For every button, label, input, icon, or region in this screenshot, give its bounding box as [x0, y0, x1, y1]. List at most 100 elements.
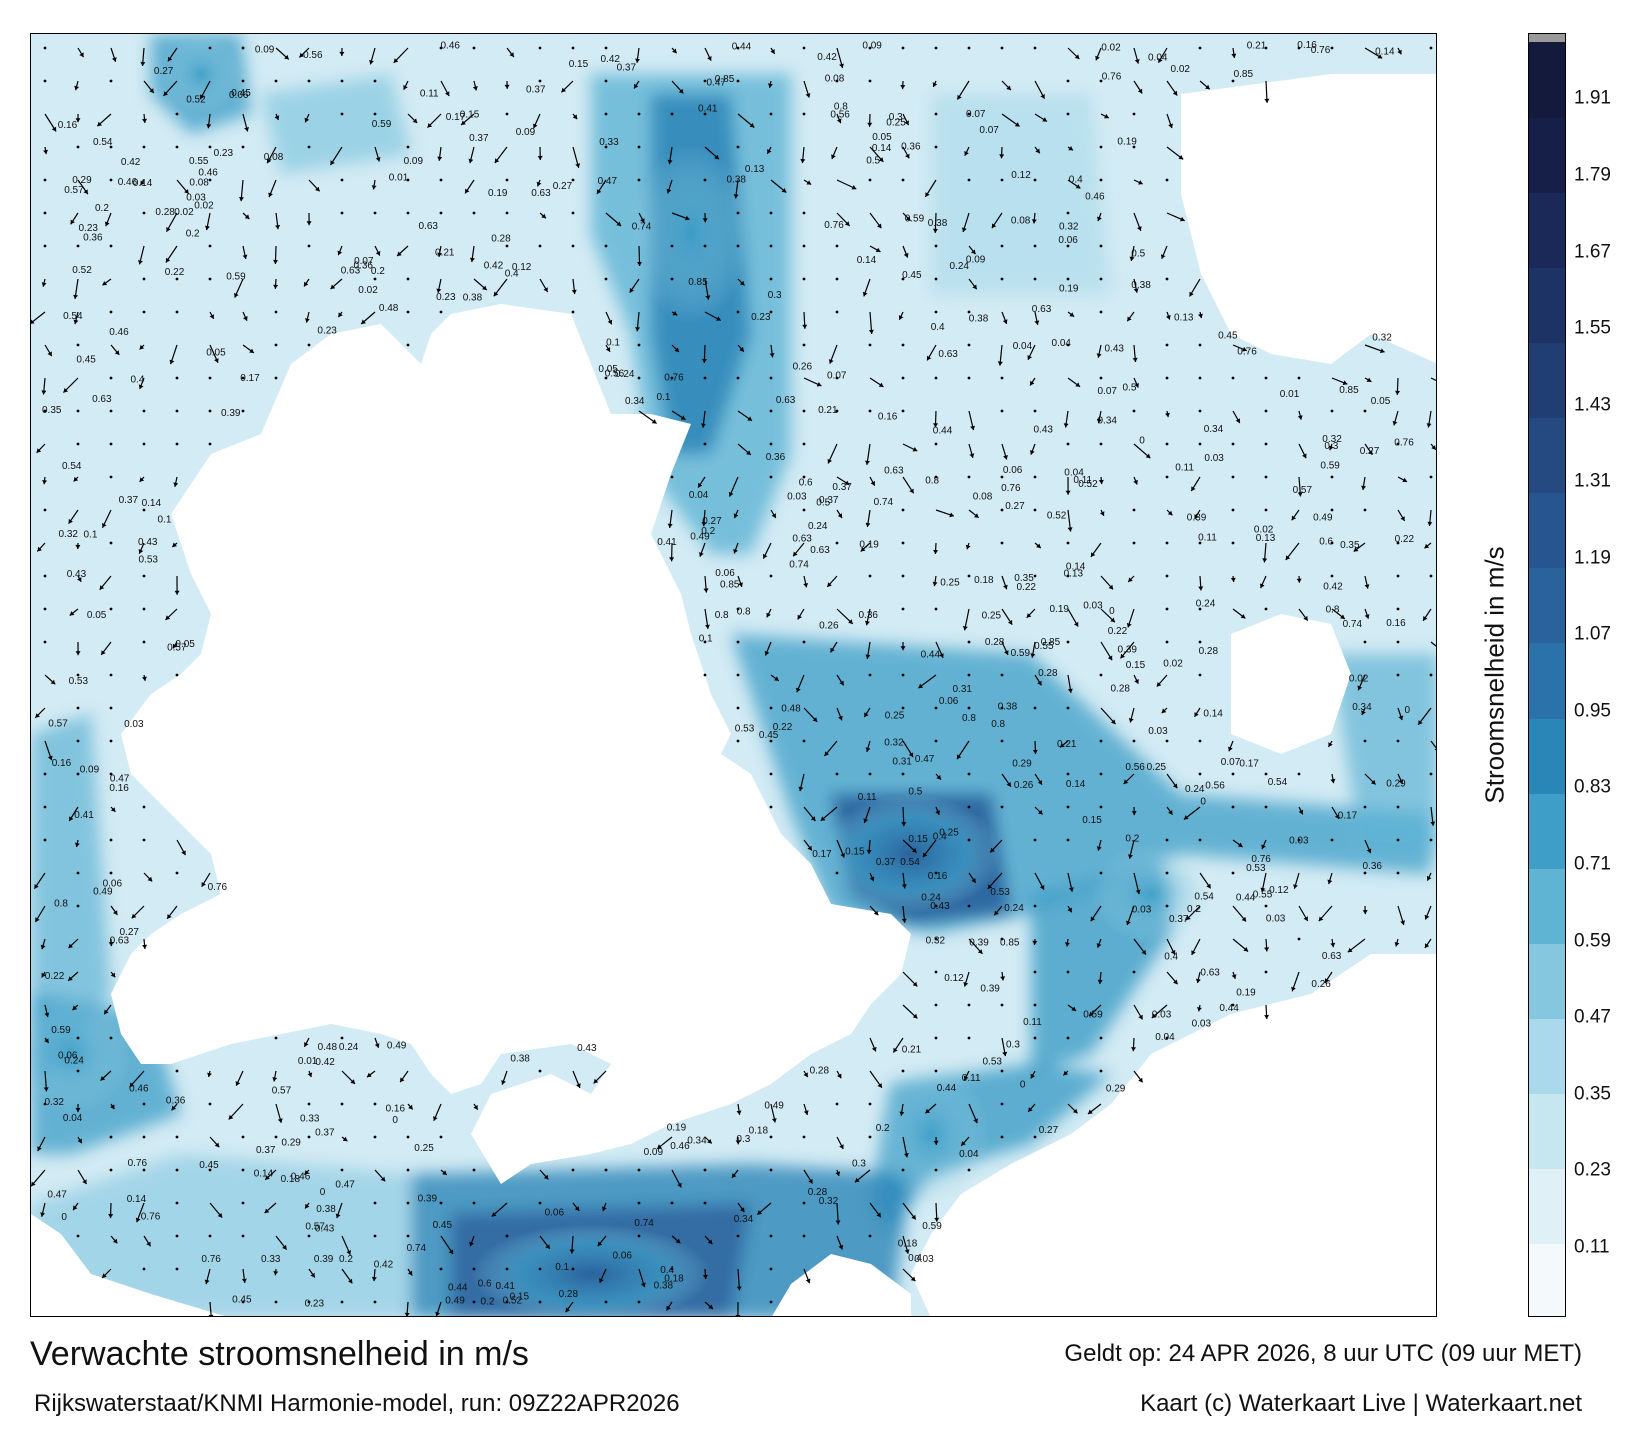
current-arrow — [206, 113, 212, 129]
current-arrow — [1099, 739, 1103, 743]
current-arrow — [44, 344, 53, 357]
current-arrow — [175, 1267, 179, 1271]
current-arrow — [967, 574, 971, 578]
current-arrow — [109, 310, 113, 314]
speed-label: 0.15 — [1126, 660, 1146, 671]
current-arrow — [768, 80, 773, 88]
speed-label: 0.03 — [186, 193, 206, 204]
current-arrow — [1132, 508, 1136, 512]
current-arrow — [303, 278, 310, 287]
current-arrow — [1133, 212, 1142, 232]
current-arrow — [1166, 212, 1185, 222]
current-arrow — [1165, 739, 1169, 743]
current-arrow — [109, 772, 113, 776]
current-arrow — [435, 1301, 442, 1316]
speed-label: 0.47 — [915, 754, 935, 765]
current-arrow — [304, 1202, 310, 1209]
speed-label: 0.11 — [1175, 462, 1194, 473]
current-arrow — [1131, 1037, 1136, 1052]
current-arrow — [1231, 1003, 1235, 1007]
speed-label: 0.63 — [1322, 951, 1342, 962]
current-arrow — [1099, 244, 1103, 248]
current-arrow — [75, 114, 81, 123]
current-arrow — [208, 178, 212, 182]
current-arrow — [1199, 80, 1211, 90]
current-arrow — [934, 1036, 938, 1040]
speed-label: 0.08 — [973, 491, 993, 502]
current-arrow — [869, 1070, 883, 1089]
current-arrow — [934, 244, 938, 248]
speed-label: 0.46 — [670, 1141, 690, 1152]
current-arrow — [369, 47, 376, 65]
current-arrow — [956, 80, 970, 100]
current-arrow — [373, 1102, 377, 1106]
current-arrow — [1166, 80, 1178, 96]
current-arrow — [165, 245, 178, 263]
current-arrow — [1000, 475, 1004, 479]
current-arrow — [264, 1169, 277, 1181]
current-arrow — [968, 245, 976, 255]
current-arrow — [703, 244, 707, 248]
current-arrow — [472, 80, 478, 91]
colorbar-segment — [1529, 867, 1565, 944]
current-arrow — [900, 641, 906, 651]
current-arrow — [637, 1201, 641, 1205]
current-arrow — [836, 608, 854, 625]
current-arrow — [76, 1234, 80, 1238]
current-arrow — [43, 607, 47, 611]
current-arrow — [1067, 311, 1075, 318]
current-arrow — [1264, 772, 1268, 776]
speed-label: 0.19 — [667, 1123, 687, 1134]
current-arrow — [901, 178, 905, 182]
current-arrow — [901, 541, 905, 545]
speed-label: 0.8 — [991, 719, 1005, 730]
current-arrow — [109, 475, 113, 479]
colorbar-segment — [1529, 342, 1565, 419]
speed-label: 0.01 — [1280, 389, 1300, 400]
current-arrow — [1198, 772, 1202, 776]
current-arrow — [736, 244, 740, 248]
current-arrow — [737, 575, 743, 588]
current-arrow — [1033, 409, 1037, 413]
current-arrow — [1165, 343, 1169, 347]
speed-label: 0.28 — [1038, 668, 1058, 679]
speed-label: 0.63 — [884, 466, 904, 477]
current-arrow — [1166, 146, 1184, 160]
current-arrow — [637, 1234, 641, 1238]
speed-label: 0.42 — [484, 260, 504, 271]
speed-label: 0.27 — [154, 66, 174, 77]
current-arrow — [967, 112, 971, 116]
current-arrow — [241, 1168, 245, 1172]
current-arrow — [493, 278, 508, 297]
speed-label: 0.2 — [481, 1296, 495, 1307]
current-arrow — [1034, 806, 1044, 815]
current-arrow — [835, 310, 839, 314]
current-arrow — [967, 343, 971, 347]
current-arrow — [204, 1268, 211, 1285]
current-arrow — [802, 277, 806, 281]
current-arrow — [637, 1168, 641, 1172]
current-arrow — [1298, 806, 1304, 815]
speed-label: 0.05 — [87, 610, 107, 621]
current-arrow — [1397, 509, 1406, 522]
current-arrow — [76, 343, 80, 347]
current-arrow — [340, 1168, 344, 1172]
current-arrow — [836, 707, 843, 721]
current-arrow — [337, 311, 343, 318]
current-arrow — [1231, 871, 1235, 875]
current-arrow — [1330, 508, 1334, 512]
current-arrow — [572, 1070, 581, 1089]
speed-label: 0.37 — [617, 63, 637, 74]
speed-label: 0.38 — [654, 1281, 674, 1292]
current-arrow — [371, 179, 377, 190]
current-arrow — [934, 1168, 938, 1172]
speed-label: 0.19 — [1236, 988, 1256, 999]
speed-label: 0.06 — [58, 1051, 78, 1062]
current-arrow — [638, 1268, 646, 1288]
current-arrow — [43, 508, 47, 512]
colorbar-tick-label: 1.43 — [1574, 394, 1611, 416]
current-arrow — [699, 542, 706, 557]
speed-label: 0.76 — [201, 1254, 221, 1265]
colorbar-segment — [1529, 1092, 1565, 1169]
speed-label: 0.45 — [433, 1220, 453, 1231]
